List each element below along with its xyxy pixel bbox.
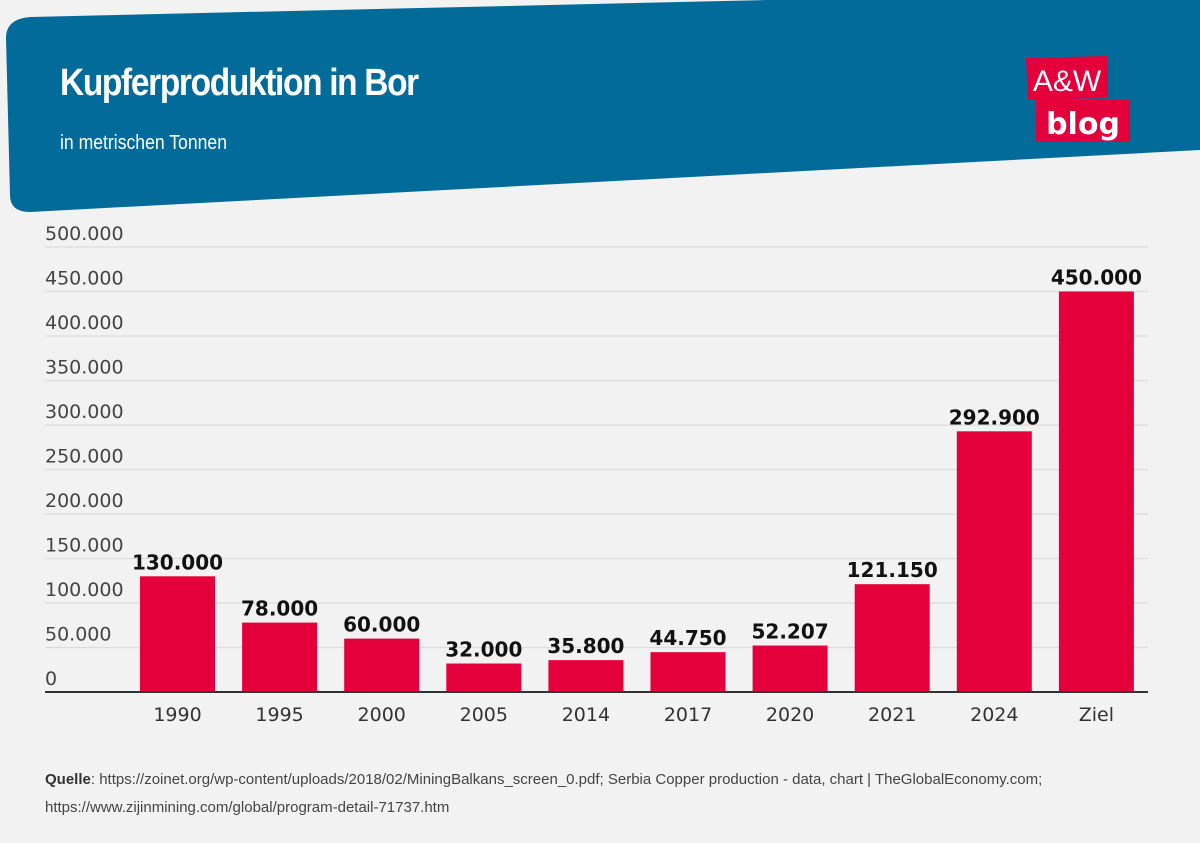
data-label: 52.207 xyxy=(752,620,829,644)
source-text: : https://zoinet.org/wp-content/uploads/… xyxy=(45,771,1043,816)
x-tick-label: 1990 xyxy=(153,704,201,726)
y-tick-label: 150.000 xyxy=(45,535,124,557)
data-label: 78.000 xyxy=(241,597,318,621)
bars xyxy=(140,291,1134,692)
x-axis-ticks: 1990 1995 2000 2005 2014 2017 2020 2021 2024 Ziel xyxy=(153,704,1114,726)
y-tick-label: 350.000 xyxy=(45,357,124,379)
chart-title: Kupferproduktion in Bor xyxy=(60,62,419,104)
y-tick-label: 300.000 xyxy=(45,401,124,423)
y-tick-label: 200.000 xyxy=(45,490,124,512)
y-axis-ticks: 0 50.000 100.000 150.000 200.000 250.000 300.0… xyxy=(45,223,124,690)
bar-1990 xyxy=(140,576,215,692)
data-label: 32.000 xyxy=(445,638,522,662)
bar-1995 xyxy=(242,622,318,692)
chart-subtitle: in metrischen Tonnen xyxy=(60,132,227,154)
x-tick-label: 2000 xyxy=(358,704,406,726)
x-tick-label: 2014 xyxy=(562,704,610,726)
logo-text-blog: blog xyxy=(1046,107,1120,142)
bar-chart: 0 50.000 100.000 150.000 200.000 250.000 300.0… xyxy=(45,223,1148,726)
bar-2020 xyxy=(752,645,828,692)
header-banner xyxy=(6,0,1200,212)
bar-2005 xyxy=(446,663,522,692)
y-tick-label: 250.000 xyxy=(45,446,124,468)
source-note: Quelle: https://zoinet.org/wp-content/up… xyxy=(45,766,1165,822)
x-tick-label: 1995 xyxy=(255,704,303,726)
data-label: 44.750 xyxy=(649,626,726,650)
bar-2017 xyxy=(650,652,726,692)
y-tick-label: 400.000 xyxy=(45,312,124,334)
y-tick-label: 0 xyxy=(45,668,57,690)
data-labels: 130.000 78.000 60.000 32.000 35.800 44.750 52.… xyxy=(132,266,1142,662)
bar-2024 xyxy=(956,431,1032,692)
data-label: 130.000 xyxy=(132,550,223,574)
data-label: 292.900 xyxy=(949,405,1040,429)
x-tick-label: 2020 xyxy=(766,704,814,726)
aw-blog-logo: A&W blog xyxy=(1026,56,1130,142)
x-tick-label: 2021 xyxy=(868,704,916,726)
y-tick-label: 50.000 xyxy=(45,624,111,646)
x-tick-label: 2017 xyxy=(664,704,712,726)
x-tick-label: 2005 xyxy=(460,704,508,726)
x-tick-label: 2024 xyxy=(970,704,1018,726)
y-tick-label: 500.000 xyxy=(45,223,124,245)
x-tick-label: Ziel xyxy=(1079,704,1114,726)
data-label: 35.800 xyxy=(547,634,624,658)
y-tick-label: 450.000 xyxy=(45,268,124,290)
logo-text-aw: A&W xyxy=(1033,65,1102,98)
bar-2014 xyxy=(548,660,624,692)
bar-Ziel xyxy=(1058,291,1134,692)
data-label: 121.150 xyxy=(847,558,938,582)
source-label: Quelle xyxy=(45,771,91,788)
data-label: 450.000 xyxy=(1051,266,1142,290)
bar-2000 xyxy=(344,638,420,692)
data-label: 60.000 xyxy=(343,613,420,637)
bar-2021 xyxy=(854,584,930,692)
y-tick-label: 100.000 xyxy=(45,579,124,601)
